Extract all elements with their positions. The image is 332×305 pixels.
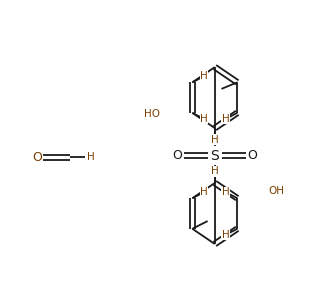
Text: H: H xyxy=(200,71,208,81)
Text: H: H xyxy=(222,187,229,197)
Text: O: O xyxy=(32,151,42,163)
Text: H: H xyxy=(200,187,208,197)
Text: H: H xyxy=(222,114,229,124)
Text: H: H xyxy=(211,135,219,145)
Text: HO: HO xyxy=(144,109,160,119)
Text: OH: OH xyxy=(268,186,284,196)
Text: S: S xyxy=(210,149,219,163)
Text: O: O xyxy=(247,149,257,162)
Text: H: H xyxy=(87,152,95,162)
Text: H: H xyxy=(222,230,229,240)
Text: O: O xyxy=(172,149,182,162)
Text: H: H xyxy=(211,167,219,176)
Text: H: H xyxy=(200,114,208,124)
